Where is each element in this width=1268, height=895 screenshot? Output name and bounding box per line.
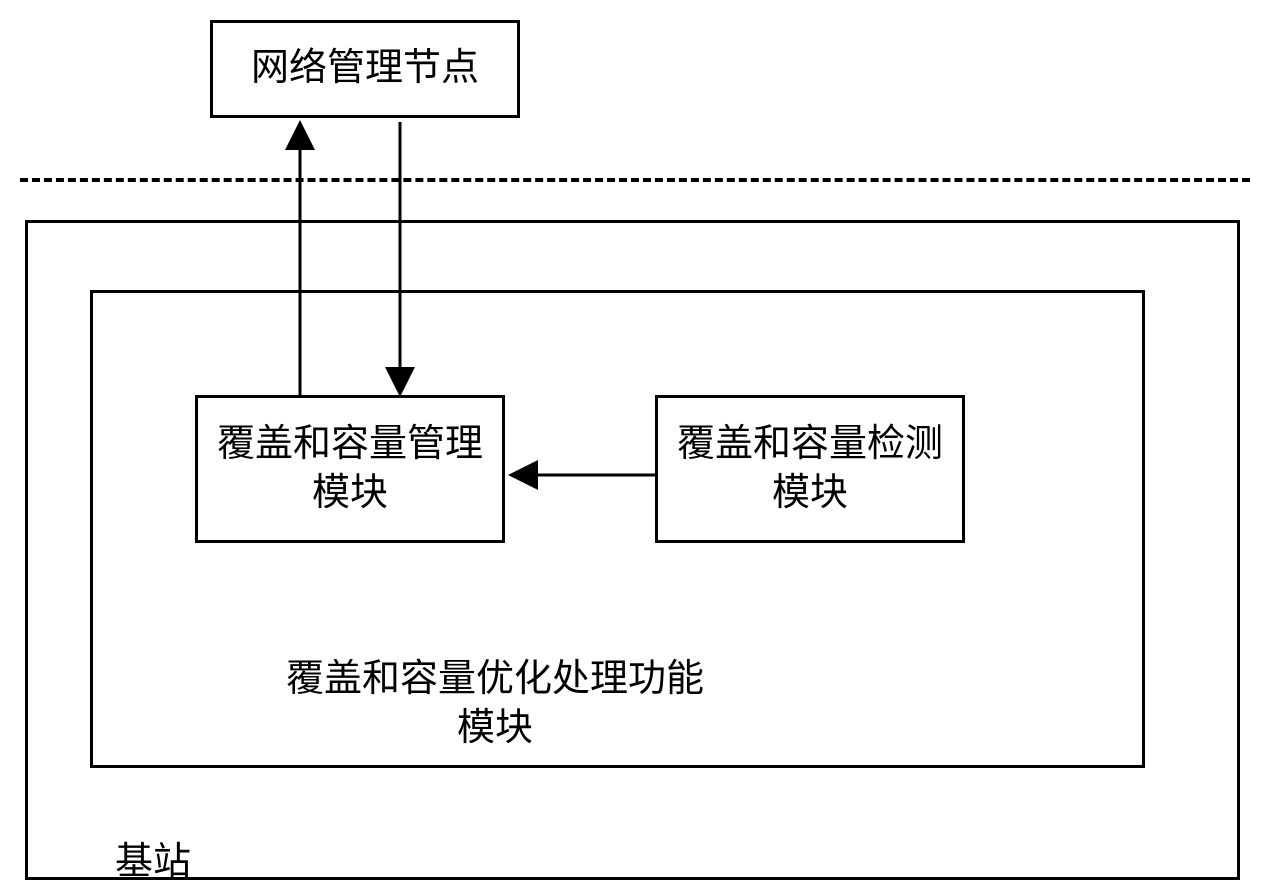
optimization-module-label: 覆盖和容量优化处理功能模块 [285, 655, 705, 754]
detect-module-box: 覆盖和容量检测模块 [655, 395, 965, 543]
mgmt-module-box: 覆盖和容量管理模块 [195, 395, 505, 543]
network-mgmt-node-box: 网络管理节点 [210, 20, 520, 118]
network-mgmt-node-label: 网络管理节点 [251, 44, 479, 93]
diagram-container: 网络管理节点 基站 覆盖和容量优化处理功能模块 覆盖和容量管理模块 覆盖和容量检… [0, 0, 1268, 895]
detect-module-label: 覆盖和容量检测模块 [658, 420, 962, 519]
dashed-separator [20, 178, 1250, 182]
base-station-label: 基站 [115, 830, 191, 885]
mgmt-module-label: 覆盖和容量管理模块 [198, 420, 502, 519]
